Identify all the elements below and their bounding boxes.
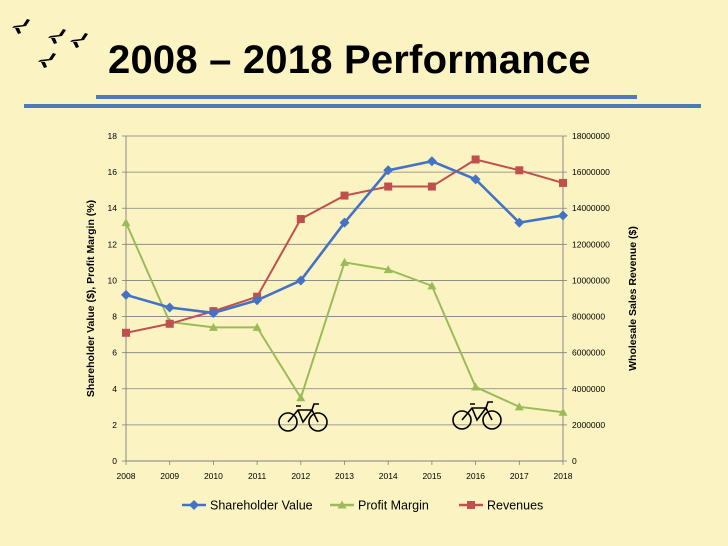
profit-margin-point xyxy=(252,322,262,331)
right-axis-title: Wholesale Sales Revenue ($) xyxy=(627,226,639,371)
x-tick-label: 2016 xyxy=(466,471,485,481)
profit-margin-point xyxy=(427,281,437,290)
axes: 0 0 2 2000000 4 4000000 6 6000000 8 8000000 10 1000… xyxy=(85,131,639,481)
x-tick-label: 2012 xyxy=(291,471,310,481)
profit-margin-point xyxy=(471,382,481,391)
legend-label: Shareholder Value xyxy=(210,499,313,513)
shareholder-value-point xyxy=(295,275,306,286)
x-tick-label: 2017 xyxy=(510,471,529,481)
revenues-point xyxy=(165,319,174,328)
left-tick-label: 12 xyxy=(108,239,118,249)
gridlines xyxy=(126,135,563,426)
left-tick-label: 0 xyxy=(112,456,117,466)
title-underline-bottom xyxy=(24,104,701,108)
bird-icon xyxy=(38,53,56,68)
bird-icon-group xyxy=(12,19,88,68)
profit-margin-point xyxy=(383,265,393,274)
x-tick-label: 2013 xyxy=(335,471,354,481)
right-tick-label: 4000000 xyxy=(572,384,605,394)
legend-item-profit-margin: Profit Margin xyxy=(330,499,429,513)
shareholder-value-point xyxy=(164,302,175,313)
revenues-point xyxy=(559,178,567,187)
shareholder-value-point xyxy=(514,217,525,228)
bicycle-icon xyxy=(278,403,328,432)
right-tick-label: 12000000 xyxy=(572,239,610,249)
title-underline-top xyxy=(96,95,637,99)
left-tick-label: 18 xyxy=(108,131,118,141)
legend-item-shareholder-value: Shareholder Value xyxy=(182,499,313,513)
profit-margin-point xyxy=(558,407,568,416)
legend-label: Profit Margin xyxy=(358,499,429,513)
legend: Shareholder Value Profit Margin Revenues xyxy=(182,499,543,513)
left-tick-label: 14 xyxy=(108,203,118,213)
shareholder-value-point xyxy=(558,210,568,221)
profit-margin-point xyxy=(340,257,349,266)
revenues-point xyxy=(384,182,393,191)
x-tick-label: 2010 xyxy=(204,471,223,481)
profit-margin-series xyxy=(121,218,568,416)
shareholder-value-point xyxy=(383,165,394,176)
left-tick-label: 16 xyxy=(108,167,118,177)
shareholder-value-line xyxy=(125,159,564,315)
shareholder-value-series xyxy=(121,156,568,318)
shareholder-value-point xyxy=(339,217,350,228)
right-tick-label: 16000000 xyxy=(572,167,610,177)
revenues-point xyxy=(296,215,305,224)
x-tick-label: 2014 xyxy=(379,471,398,481)
revenues-point xyxy=(471,155,480,164)
revenues-line xyxy=(125,158,564,334)
revenues-point xyxy=(515,166,524,175)
revenues-point xyxy=(340,191,349,200)
left-tick-label: 6 xyxy=(112,348,117,358)
shareholder-value-point xyxy=(470,174,481,185)
profit-margin-point xyxy=(514,402,524,411)
left-tick-label: 4 xyxy=(112,384,117,394)
right-tick-label: 2000000 xyxy=(572,420,605,430)
x-tick-label: 2011 xyxy=(248,471,267,481)
x-tick-label: 2018 xyxy=(554,471,573,481)
profit-margin-point xyxy=(208,322,218,331)
right-tick-label: 14000000 xyxy=(572,203,610,213)
profit-margin-point xyxy=(121,218,131,227)
revenues-point xyxy=(427,182,436,191)
left-tick-label: 8 xyxy=(112,312,117,322)
shareholder-value-point xyxy=(252,295,263,306)
bird-icon xyxy=(70,33,88,48)
left-tick-label: 10 xyxy=(108,275,118,285)
x-tick-label: 2008 xyxy=(117,471,136,481)
right-tick-label: 8000000 xyxy=(572,312,605,322)
profit-margin-point xyxy=(296,393,306,402)
shareholder-value-point xyxy=(208,307,219,318)
bird-icon xyxy=(48,29,66,44)
bird-icon xyxy=(12,19,30,34)
x-tick-label: 2015 xyxy=(422,471,441,481)
legend-swatch-marker xyxy=(467,501,475,509)
legend-label: Revenues xyxy=(487,499,543,513)
shareholder-value-point xyxy=(426,156,437,167)
legend-swatch-marker xyxy=(189,500,199,510)
left-tick-label: 2 xyxy=(112,420,117,430)
right-tick-label: 6000000 xyxy=(572,348,605,358)
left-axis-title: Shareholder Value ($), Profit Margin (%) xyxy=(85,200,97,397)
bicycle-icon xyxy=(452,401,502,430)
legend-swatch-marker xyxy=(337,500,347,509)
revenues-point xyxy=(122,328,130,337)
series-layer xyxy=(121,155,568,416)
x-tick-label: 2009 xyxy=(160,471,179,481)
legend-item-revenues: Revenues xyxy=(459,499,543,513)
slide-title: 2008 – 2018 Performance xyxy=(108,38,591,82)
right-tick-label: 0 xyxy=(572,456,577,466)
shareholder-value-point xyxy=(121,289,131,300)
right-tick-label: 18000000 xyxy=(572,131,610,141)
right-tick-label: 10000000 xyxy=(572,275,610,285)
